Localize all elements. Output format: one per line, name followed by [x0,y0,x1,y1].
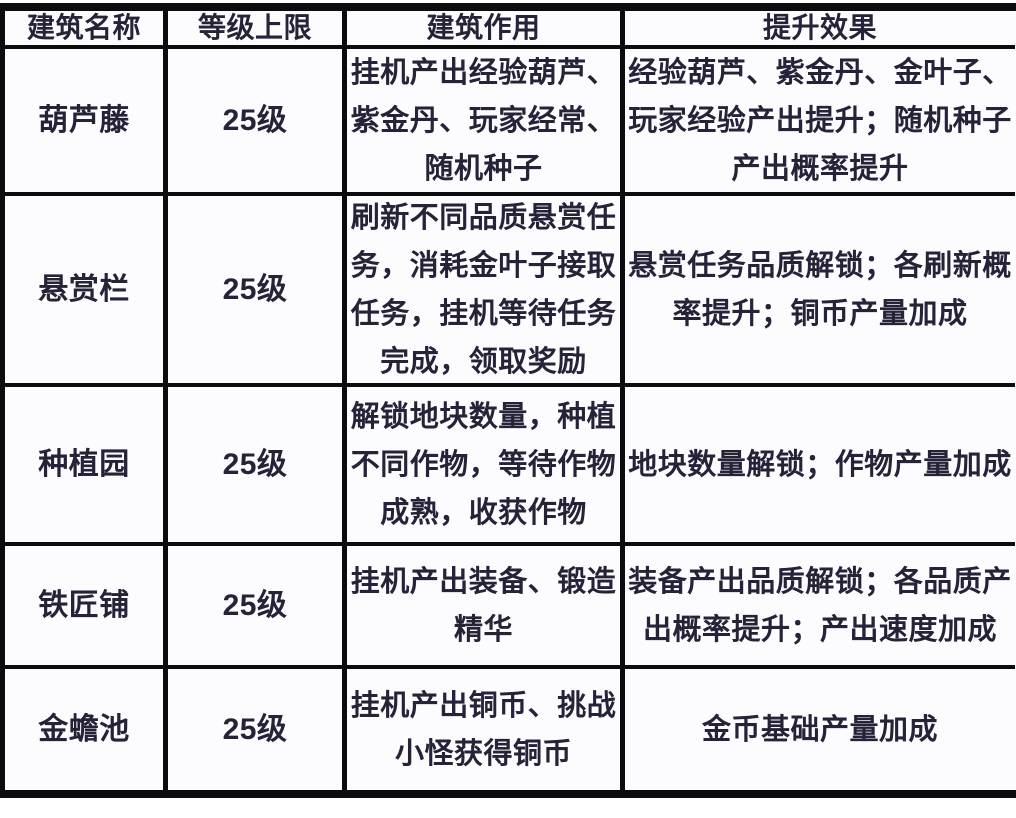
building-function: 挂机产出装备、锻造 精华 [347,546,625,669]
header-cell-building-function: 建筑作用 [347,11,625,49]
building-function: 挂机产出经验葫芦、 紫金丹、玩家经常、 随机种子 [347,49,625,196]
level-cap: 25级 [168,669,347,790]
building-info-table: 建筑名称 等级上限 建筑作用 提升效果 葫芦藤 25级 挂机产出经验葫芦、 紫金… [0,3,1016,798]
upgrade-effect: 经验葫芦、紫金丹、金叶子、 玩家经验产出提升；随机种子 产出概率提升 [625,49,1015,196]
building-function: 挂机产出铜币、挑战 小怪获得铜币 [347,669,625,790]
level-cap: 25级 [168,196,347,387]
upgrade-effect: 装备产出品质解锁；各品质产 出概率提升；产出速度加成 [625,546,1015,669]
building-name: 种植园 [5,387,168,546]
upgrade-effect: 金币基础产量加成 [701,713,938,746]
header-cell-level-cap: 等级上限 [168,11,347,49]
building-name: 铁匠铺 [5,546,168,669]
building-name: 金蟾池 [5,669,168,790]
level-cap: 25级 [168,546,347,669]
upgrade-effect: 地块数量解锁；作物产量加成 [625,387,1015,546]
header-cell-upgrade-effect: 提升效果 [625,11,1015,49]
building-name: 葫芦藤 [5,49,168,196]
building-function: 刷新不同品质悬赏任 务，消耗金叶子接取 任务，挂机等待任务 完成，领取奖励 [347,196,625,387]
upgrade-effect: 悬赏任务品质解锁；各刷新概 率提升；铜币产量加成 [625,196,1015,387]
level-cap: 25级 [168,387,347,546]
building-name: 悬赏栏 [5,196,168,387]
building-function: 解锁地块数量，种植 不同作物，等待作物 成熟，收获作物 [347,387,625,546]
header-cell-building-name: 建筑名称 [5,11,168,49]
level-cap: 25级 [168,49,347,196]
